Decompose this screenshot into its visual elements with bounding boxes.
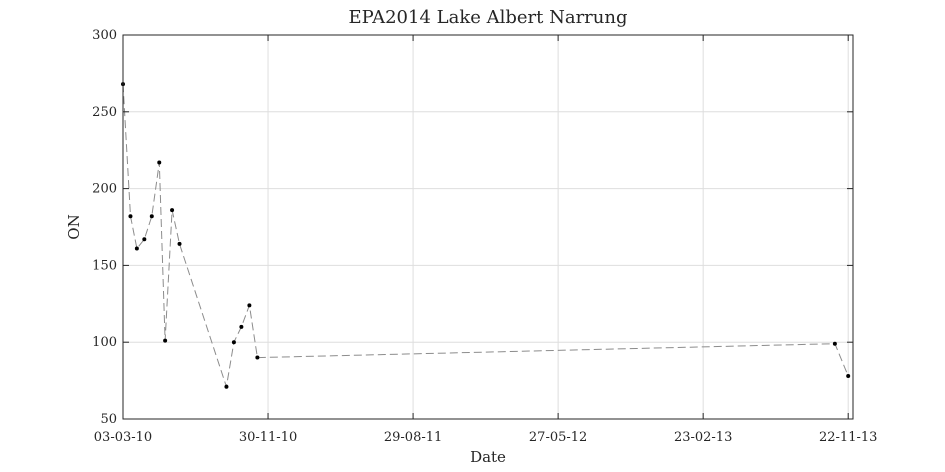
data-point [157, 160, 162, 165]
x-axis-label: Date [470, 448, 506, 466]
y-tick-label: 50 [100, 412, 117, 427]
data-point [846, 373, 851, 378]
data-point [247, 303, 252, 308]
x-tick-label: 27-05-12 [529, 430, 587, 445]
data-point [239, 324, 244, 329]
axes: 50 100 150 200 250 300 03-03-10 30-11-10 29-08-1… [92, 28, 877, 445]
data-point [224, 384, 229, 389]
data-point [128, 214, 133, 219]
y-axis-label: ON [65, 214, 83, 239]
x-tick-label: 23-02-13 [674, 430, 732, 445]
data-point [170, 208, 175, 213]
data-point [832, 341, 837, 346]
y-tick-label: 100 [92, 335, 117, 350]
x-tick-label: 03-03-10 [94, 430, 152, 445]
series-line [122, 84, 849, 387]
data-series [121, 82, 851, 389]
y-tick-label: 300 [92, 28, 117, 43]
data-point [163, 338, 168, 343]
x-tick-label: 30-11-10 [239, 430, 297, 445]
data-point [134, 246, 139, 251]
data-point [142, 237, 147, 242]
plot-frame [122, 34, 854, 420]
x-tick-label: 29-08-11 [384, 430, 442, 445]
y-tick-label: 200 [92, 182, 117, 197]
data-point [177, 241, 182, 246]
y-tick-label: 250 [92, 105, 117, 120]
y-tick-label: 150 [92, 258, 117, 273]
data-point [255, 355, 260, 360]
data-point [231, 340, 236, 345]
x-tick-label: 22-11-13 [819, 430, 877, 445]
chart-title: EPA2014 Lake Albert Narrung [349, 7, 628, 28]
data-point [149, 214, 154, 219]
plot-background [123, 35, 853, 419]
